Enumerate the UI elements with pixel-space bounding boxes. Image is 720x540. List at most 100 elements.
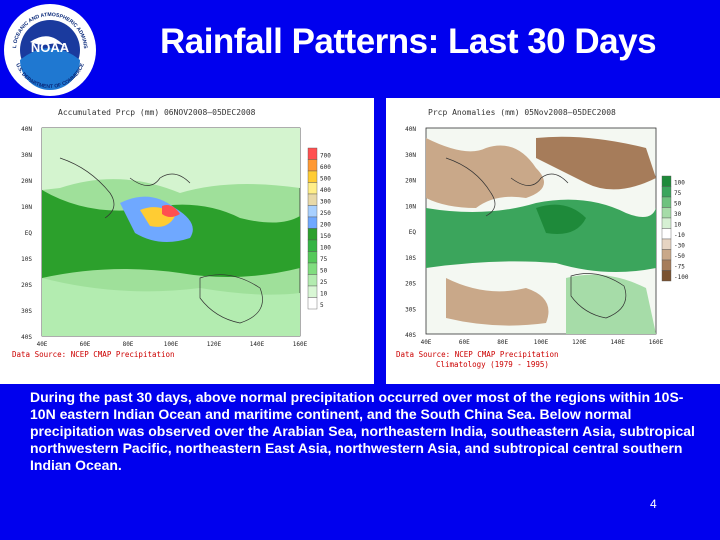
legend-swatch	[661, 270, 672, 282]
legend-label: 75	[320, 256, 328, 263]
legend-swatch	[661, 228, 672, 240]
left-map-legend: 700 600 500 400 300 250 200 150 100 75 50 25 10 5	[307, 147, 331, 310]
legend-swatch	[307, 239, 318, 252]
legend-swatch	[307, 193, 318, 206]
right-map-dry-northeast	[536, 136, 656, 190]
legend-swatch	[661, 207, 672, 219]
lon-label: 80E	[123, 341, 134, 348]
right-map-lat-labels: 40N 30N 20N 10N EQ 10S 20S 30S 40S	[405, 126, 416, 339]
legend-swatch	[661, 196, 672, 208]
lat-label: 10S	[405, 255, 416, 262]
lon-label: 160E	[293, 341, 308, 348]
lat-label: 30N	[405, 152, 416, 159]
legend-label: 100	[674, 180, 685, 187]
right-map-dry-south	[446, 278, 549, 326]
legend-label: 25	[320, 279, 328, 286]
legend-label: 700	[320, 153, 331, 160]
legend-label: 500	[320, 176, 331, 183]
legend-label: 75	[674, 190, 682, 197]
lat-label: 30S	[21, 308, 32, 315]
legend-swatch	[661, 175, 672, 187]
lat-label: 40S	[21, 334, 32, 341]
lon-label: 140E	[250, 341, 265, 348]
lat-label: 10S	[21, 256, 32, 263]
accumulated-precip-panel: Accumulated Prcp (mm) 06NOV2008—05DEC200…	[0, 98, 374, 384]
legend-label: 300	[320, 199, 331, 206]
legend-swatch	[307, 182, 318, 195]
lat-label: 40S	[405, 332, 416, 339]
legend-swatch	[307, 251, 318, 264]
legend-swatch	[661, 238, 672, 250]
lon-label: 40E	[37, 341, 48, 348]
lat-label: 40N	[405, 126, 416, 133]
slide-title: Rainfall Patterns: Last 30 Days	[159, 22, 657, 61]
legend-swatch	[307, 159, 318, 172]
legend-label: -10	[674, 232, 685, 239]
legend-swatch	[307, 205, 318, 218]
lat-label: 20N	[405, 178, 416, 185]
left-map-source: Data Source: NCEP CMAP Precipitation	[12, 350, 175, 359]
lon-label: 80E	[497, 339, 508, 346]
legend-label: 30	[674, 211, 682, 218]
right-map-wet-south	[566, 274, 656, 334]
lon-label: 160E	[649, 339, 664, 346]
legend-label: 150	[320, 233, 331, 240]
right-map-source: Data Source: NCEP CMAP Precipitation	[396, 350, 559, 359]
left-map-extreme-rain	[162, 205, 180, 217]
lon-label: 100E	[534, 339, 549, 346]
legend-swatch	[661, 217, 672, 229]
legend-label: 5	[320, 302, 324, 309]
right-map-coastlines	[445, 157, 627, 319]
lat-label: 30S	[405, 306, 416, 313]
precip-anomalies-panel: Prcp Anomalies (mm) 05Nov2008—05DEC2008 …	[386, 98, 720, 384]
lat-label: 20N	[21, 178, 32, 185]
lon-label: 140E	[610, 339, 625, 346]
lon-label: 120E	[207, 341, 222, 348]
legend-swatch	[307, 147, 318, 160]
right-map-legend: 100 75 50 30 10 -10 -30 -50 -75 -100	[661, 175, 689, 282]
lon-label: 60E	[80, 341, 91, 348]
right-map-title: Prcp Anomalies (mm) 05Nov2008—05DEC2008	[428, 108, 616, 117]
left-map-south	[42, 278, 300, 336]
lon-label: 60E	[459, 339, 470, 346]
right-map-dry-north	[426, 138, 544, 208]
right-map-wet-band	[426, 199, 656, 272]
precip-anomalies-map: 100 75 50 30 10 -10 -30 -50 -75 -100 40N 30N 20N 10N…	[405, 126, 689, 346]
legend-label: 50	[320, 268, 328, 275]
legend-swatch	[307, 216, 318, 229]
legend-swatch	[307, 297, 318, 310]
legend-swatch	[661, 259, 672, 271]
legend-label: -75	[674, 264, 685, 271]
lon-label: 120E	[572, 339, 587, 346]
left-map-lon-labels: 40E 60E 80E 100E 120E 140E 160E	[37, 341, 308, 348]
legend-label: 400	[320, 187, 331, 194]
legend-label: 50	[674, 201, 682, 208]
legend-label: -100	[674, 274, 689, 281]
logo-center-text: NOAA	[31, 40, 70, 55]
left-map-title: Accumulated Prcp (mm) 06NOV2008—05DEC200…	[58, 108, 256, 117]
lat-label: EQ	[25, 230, 33, 237]
legend-label: 10	[320, 291, 328, 298]
legend-swatch	[661, 186, 672, 198]
lat-label: 20S	[405, 281, 416, 288]
legend-swatch	[661, 249, 672, 261]
lat-label: EQ	[409, 229, 417, 236]
lat-label: 10N	[21, 204, 32, 211]
right-map-lon-labels: 40E 60E 80E 100E 120E 140E 160E	[421, 339, 664, 346]
right-map-source-line2: Climatology (1979 - 1995)	[436, 360, 549, 369]
legend-swatch	[307, 262, 318, 275]
lat-label: 30N	[21, 152, 32, 159]
lat-label: 20S	[21, 282, 32, 289]
left-map-lat-labels: 40N 30N 20N 10N EQ 10S 20S 30S 40S	[21, 126, 32, 341]
lat-label: 10N	[405, 203, 416, 210]
legend-swatch	[307, 170, 318, 183]
right-map-very-wet	[536, 204, 586, 234]
page-number: 4	[650, 497, 657, 511]
legend-label: 10	[674, 222, 682, 229]
legend-label: -30	[674, 243, 685, 250]
left-map-coastlines	[59, 157, 263, 324]
noaa-logo: NOAA NATIONAL OCEANIC AND ATMOSPHERIC AD…	[2, 2, 96, 96]
accumulated-precip-map: 700 600 500 400 300 250 200 150 100 75 50 25 10 5 40N…	[21, 126, 331, 348]
lon-label: 100E	[164, 341, 179, 348]
lat-label: 40N	[21, 126, 32, 133]
